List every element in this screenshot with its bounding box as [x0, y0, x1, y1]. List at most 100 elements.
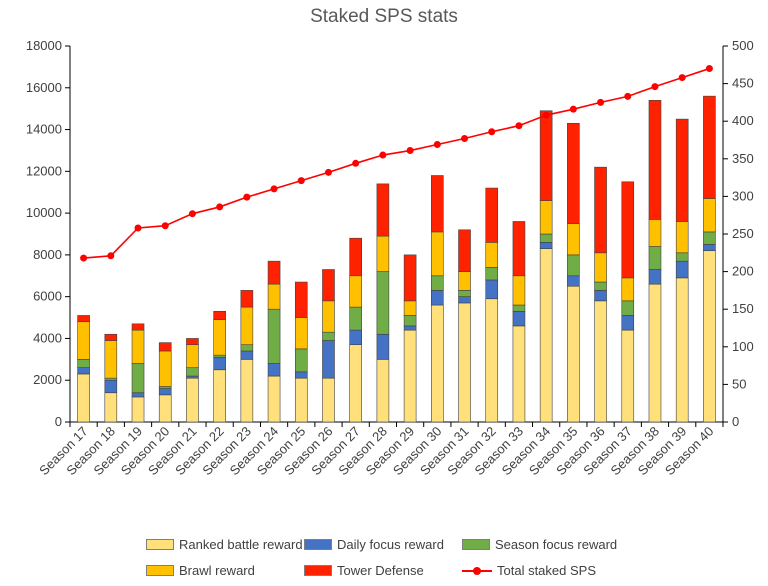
bar-segment-1: [376, 333, 390, 360]
bar-segment-0: [322, 377, 335, 423]
bar-segment-0: [186, 377, 199, 423]
bar-segment-2: [621, 300, 635, 316]
bar-segment-2: [675, 252, 689, 262]
bar-segment-1: [567, 275, 580, 287]
total-staked-point: [406, 147, 414, 155]
bar-segment-4: [539, 110, 553, 201]
bar-segment-4: [376, 183, 390, 237]
bar-segment-1: [158, 388, 172, 396]
bar-segment-4: [104, 333, 118, 341]
bar-segment-2: [648, 246, 662, 270]
bar-segment-3: [567, 223, 580, 256]
bar-segment-4: [158, 342, 172, 352]
bar-segment-4: [294, 281, 308, 318]
bar-segment-1: [431, 290, 444, 306]
bar-segment-3: [158, 350, 172, 387]
bar-segment-3: [294, 317, 308, 350]
bar-segment-1: [213, 356, 226, 371]
y-tick-label: 12000: [26, 163, 62, 178]
y2-tick-label: 0: [732, 414, 739, 429]
total-staked-point: [515, 122, 523, 130]
bar-segment-4: [77, 315, 90, 323]
total-staked-point: [379, 151, 387, 159]
bar-segment-2: [485, 267, 499, 281]
bar-segment-3: [431, 231, 444, 277]
bar-segment-2: [158, 386, 172, 389]
bar-segment-0: [512, 325, 526, 423]
bar-segment-4: [675, 118, 689, 222]
bar-segment-3: [458, 271, 471, 291]
total-staked-point: [188, 210, 196, 218]
bar-segment-2: [539, 233, 553, 243]
chart-title: Staked SPS stats: [310, 6, 458, 27]
bar-segment-1: [267, 363, 281, 377]
total-staked-point: [352, 159, 360, 167]
bar-segment-2: [567, 254, 580, 277]
total-staked-point: [433, 141, 441, 149]
bar-segment-0: [104, 392, 118, 423]
bar-segment-1: [294, 371, 308, 379]
bar-segment-4: [403, 254, 417, 302]
total-staked-point: [297, 177, 305, 185]
bar-segment-2: [240, 344, 254, 352]
y2-tick-label: 350: [732, 151, 754, 166]
bar-segment-0: [213, 369, 226, 423]
bar-segment-0: [349, 344, 362, 423]
bar-segment-4: [512, 221, 526, 277]
bar-segment-1: [77, 367, 90, 375]
total-staked-point: [216, 203, 224, 211]
bar-segment-0: [648, 283, 662, 423]
bar-segment-1: [594, 290, 607, 302]
bar-segment-2: [77, 359, 90, 368]
bar-segment-0: [675, 277, 689, 423]
bar-segment-0: [158, 394, 172, 423]
bar-segment-4: [267, 260, 281, 285]
total-staked-point: [243, 193, 251, 201]
total-staked-point: [488, 128, 496, 136]
bar-segment-0: [621, 329, 635, 423]
bar-segment-1: [322, 340, 335, 379]
bar-segment-1: [186, 375, 199, 379]
bar-segment-0: [458, 302, 471, 423]
bar-segment-3: [376, 235, 390, 272]
total-staked-point: [161, 222, 169, 230]
bar-segment-3: [648, 219, 662, 247]
bar-segment-2: [294, 348, 308, 373]
y2-tick-label: 100: [732, 339, 754, 354]
bar-segment-2: [213, 354, 226, 358]
total-staked-point: [107, 252, 115, 260]
y2-tick-label: 500: [732, 38, 754, 53]
bar-segment-4: [703, 95, 716, 199]
total-staked-point: [324, 168, 332, 176]
bar-segment-2: [267, 308, 281, 364]
bar-segment-4: [458, 229, 471, 272]
bar-segment-1: [104, 379, 118, 394]
bar-segment-3: [131, 329, 145, 364]
bar-segment-2: [703, 231, 716, 245]
bar-segment-2: [431, 275, 444, 291]
y2-tick-label: 400: [732, 113, 754, 128]
bar-segment-1: [621, 315, 635, 331]
total-staked-point: [461, 134, 469, 142]
y-tick-label: 0: [55, 414, 62, 429]
bar-segment-1: [539, 242, 553, 249]
y-tick-label: 10000: [26, 205, 62, 220]
bar-segment-0: [485, 298, 499, 423]
total-staked-point: [624, 92, 632, 100]
total-staked-point: [542, 111, 550, 119]
bar-segment-0: [294, 377, 308, 423]
bar-segment-3: [240, 306, 254, 346]
y-tick-label: 16000: [26, 80, 62, 95]
bar-segment-4: [567, 122, 580, 224]
bar-segment-1: [131, 392, 145, 398]
bar-segment-2: [376, 271, 390, 335]
total-staked-line: [83, 67, 710, 259]
bar-segment-3: [485, 242, 499, 268]
bar-segment-0: [567, 285, 580, 423]
y2-tick-label: 300: [732, 188, 754, 203]
total-staked-point: [597, 98, 605, 106]
bar-segment-3: [213, 319, 226, 356]
y2-tick-label: 150: [732, 301, 754, 316]
bar-segment-3: [594, 252, 607, 283]
y-tick-label: 14000: [26, 122, 62, 137]
